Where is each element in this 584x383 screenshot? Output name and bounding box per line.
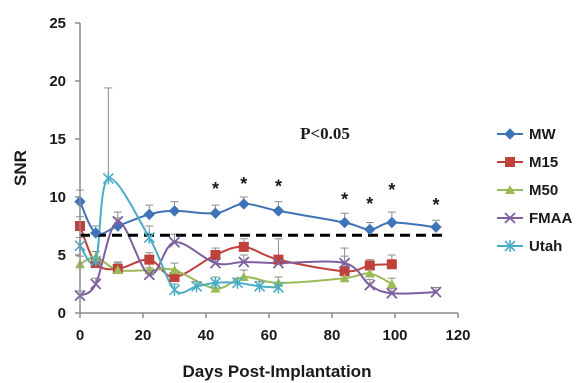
x-tick-label: 120 (445, 327, 470, 344)
series-markers (74, 172, 442, 302)
data-point-utah (143, 231, 155, 244)
legend-item-m15: M15 (497, 154, 558, 171)
data-point-mw (168, 205, 181, 217)
legend-marker-m50 (505, 185, 515, 194)
data-point-utah (190, 280, 203, 293)
significance-star: * (341, 189, 348, 209)
data-point-utah (231, 276, 244, 289)
legend-label-mw: MW (529, 126, 556, 143)
data-point-utah (168, 283, 181, 296)
data-point-mw (386, 216, 398, 229)
data-point-utah (102, 172, 114, 185)
legend-label-m50: M50 (529, 182, 558, 199)
data-point-fmaa (272, 257, 285, 269)
y-tick-label: 15 (49, 131, 66, 148)
y-tick-label: 5 (58, 247, 66, 264)
data-point-fmaa (430, 286, 442, 298)
data-point-m15 (210, 250, 221, 260)
data-point-fmaa (168, 236, 181, 248)
data-point-mw (272, 205, 285, 217)
x-tick-label: 100 (382, 327, 407, 344)
data-point-m50 (386, 279, 397, 288)
significance-star: * (240, 174, 247, 194)
legend-marker-m15 (505, 157, 515, 167)
significance-star: * (212, 179, 219, 199)
legend-label-m15: M15 (529, 154, 558, 171)
data-point-fmaa (238, 256, 250, 268)
legend-marker-fmaa (504, 212, 516, 224)
significance-star: * (432, 195, 439, 215)
legend-label-fmaa: FMAA (529, 210, 572, 227)
data-point-mw (90, 227, 102, 239)
x-tick-label: 60 (261, 327, 278, 344)
data-point-mw (430, 221, 442, 233)
series-lines (79, 177, 437, 297)
data-point-mw (338, 216, 351, 229)
data-point-m50 (112, 265, 123, 275)
data-point-m15 (273, 254, 284, 265)
x-tick-label: 40 (198, 327, 215, 344)
data-point-utah (253, 280, 266, 293)
legend-marker-mw (504, 128, 516, 140)
data-point-m15 (364, 260, 375, 271)
data-point-utah (90, 254, 102, 267)
series-line-mw (79, 201, 437, 236)
legend: MW M15 M50 FMAA Utah (497, 126, 572, 255)
data-point-utah (272, 281, 285, 294)
data-point-m50 (169, 265, 180, 275)
significance-star: * (275, 177, 282, 197)
y-axis-title: SNR (11, 150, 30, 186)
data-point-m15 (144, 254, 155, 265)
data-point-mw (209, 207, 222, 219)
data-point-fmaa (209, 257, 222, 269)
x-tick-label: 0 (76, 327, 84, 344)
data-point-fmaa (143, 269, 155, 281)
data-point-m15 (339, 266, 350, 277)
axes: 0 5 10 15 20 25 0 20 40 60 80 100 120 (49, 15, 470, 344)
significance-star: * (366, 194, 373, 214)
legend-item-m50: M50 (497, 182, 558, 199)
x-tick-label: 80 (324, 327, 341, 344)
y-tick-label: 0 (58, 305, 66, 322)
x-tick-label: 20 (135, 327, 152, 344)
y-tick-label: 10 (49, 189, 66, 206)
significance-star: * (388, 180, 395, 200)
data-point-mw (143, 208, 156, 221)
data-point-m15 (169, 272, 180, 283)
y-tick-label: 20 (49, 73, 66, 90)
data-point-fmaa (338, 257, 351, 269)
data-point-fmaa (90, 278, 102, 290)
data-point-m15 (238, 241, 249, 252)
data-point-mw (364, 223, 376, 236)
data-point-m15 (386, 259, 397, 270)
p-value-annotation: P<0.05 (300, 124, 350, 143)
x-axis-title: Days Post-Implantation (183, 362, 372, 381)
data-point-fmaa (364, 279, 376, 291)
data-point-mw (238, 198, 250, 210)
data-point-utah (209, 276, 222, 289)
legend-marker-utah (504, 240, 516, 252)
legend-item-fmaa: FMAA (497, 210, 572, 227)
data-point-m50 (364, 268, 375, 278)
legend-item-mw: MW (497, 126, 556, 143)
legend-item-utah: Utah (497, 238, 562, 255)
data-point-fmaa (112, 215, 124, 227)
y-tick-label: 25 (49, 15, 66, 32)
data-point-m50 (339, 273, 350, 283)
series-line-utah (79, 177, 279, 294)
significance-markers: * * * * * * * (212, 174, 440, 215)
data-point-fmaa (386, 287, 398, 299)
legend-label-utah: Utah (529, 238, 562, 255)
